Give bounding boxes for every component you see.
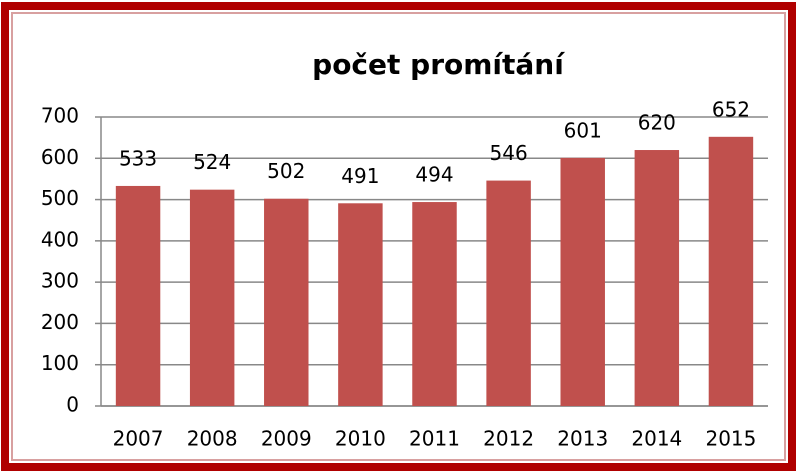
x-tick-label: 2015 [705,427,756,451]
y-tick-label: 100 [41,351,79,375]
bar [338,203,383,406]
x-tick-label: 2014 [631,427,682,451]
y-tick-label: 0 [66,393,79,417]
y-tick-label: 400 [41,227,79,251]
data-label: 491 [341,164,379,188]
frame-inner [11,12,786,461]
x-tick-label: 2012 [483,427,534,451]
x-tick-label: 2008 [187,427,238,451]
data-label: 494 [415,163,453,187]
bar [634,150,680,406]
y-tick-label: 500 [41,186,79,210]
x-tick-label: 2009 [261,427,312,451]
data-label: 524 [193,150,231,174]
bar [560,157,605,406]
y-tick-label: 700 [41,104,79,128]
data-label: 620 [638,111,676,135]
data-label: 502 [267,159,305,183]
x-tick-label: 2007 [113,427,164,451]
y-tick-label: 600 [41,145,79,169]
x-tick-label: 2010 [335,427,386,451]
bar [264,198,309,406]
bar [708,136,754,406]
bar [115,185,161,406]
y-tick-label: 300 [41,269,79,293]
x-tick-label: 2013 [557,427,608,451]
data-label: 546 [490,141,528,165]
bar [412,202,457,406]
data-label: 533 [119,146,157,170]
chart-title: počet promítání [312,48,565,81]
y-tick-label: 200 [41,310,79,334]
bar [189,189,235,406]
x-tick-label: 2011 [409,427,460,451]
data-label: 652 [712,97,750,121]
bar [486,180,531,406]
data-label: 601 [564,118,602,142]
